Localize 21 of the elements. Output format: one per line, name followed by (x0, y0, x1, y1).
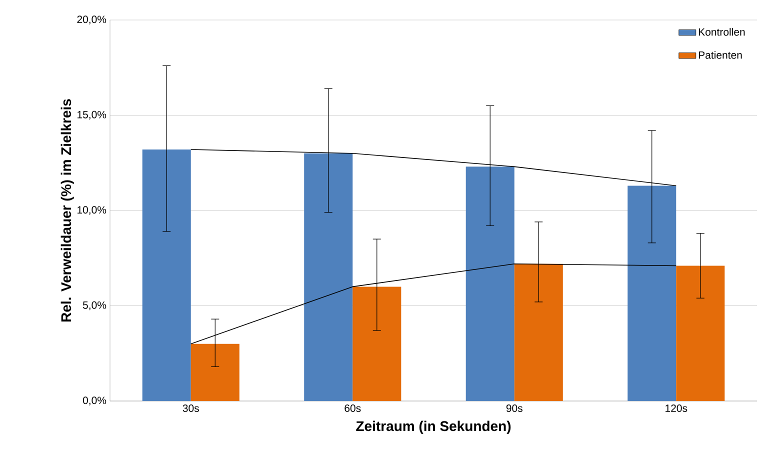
x-tick-label: 30s (182, 404, 199, 412)
bar (676, 266, 725, 401)
x-tick-label: 90s (506, 404, 522, 412)
y-tick-label: 10,0% (78, 206, 106, 215)
bar (190, 344, 240, 401)
y-axis-title: Rel. Verweildauer (%) im Zielkreis (60, 99, 74, 322)
x-tick-label: 60s (344, 404, 361, 412)
x-axis-title: Zeitraum (in Sekunden) (356, 420, 511, 434)
bar (514, 264, 563, 401)
bar (466, 166, 514, 401)
legend-label: Patienten (698, 51, 742, 59)
bar (628, 186, 676, 401)
y-tick-label: 0,0% (82, 396, 106, 406)
bar (142, 150, 191, 401)
y-tick-label: 15,0% (78, 110, 106, 120)
bar (304, 153, 353, 401)
y-tick-label: 20,0% (77, 16, 106, 24)
legend-label: Kontrollen (698, 28, 745, 36)
y-tick-label: 5,0% (82, 301, 106, 310)
x-tick-label: 120s (666, 404, 688, 412)
bar (352, 286, 402, 401)
